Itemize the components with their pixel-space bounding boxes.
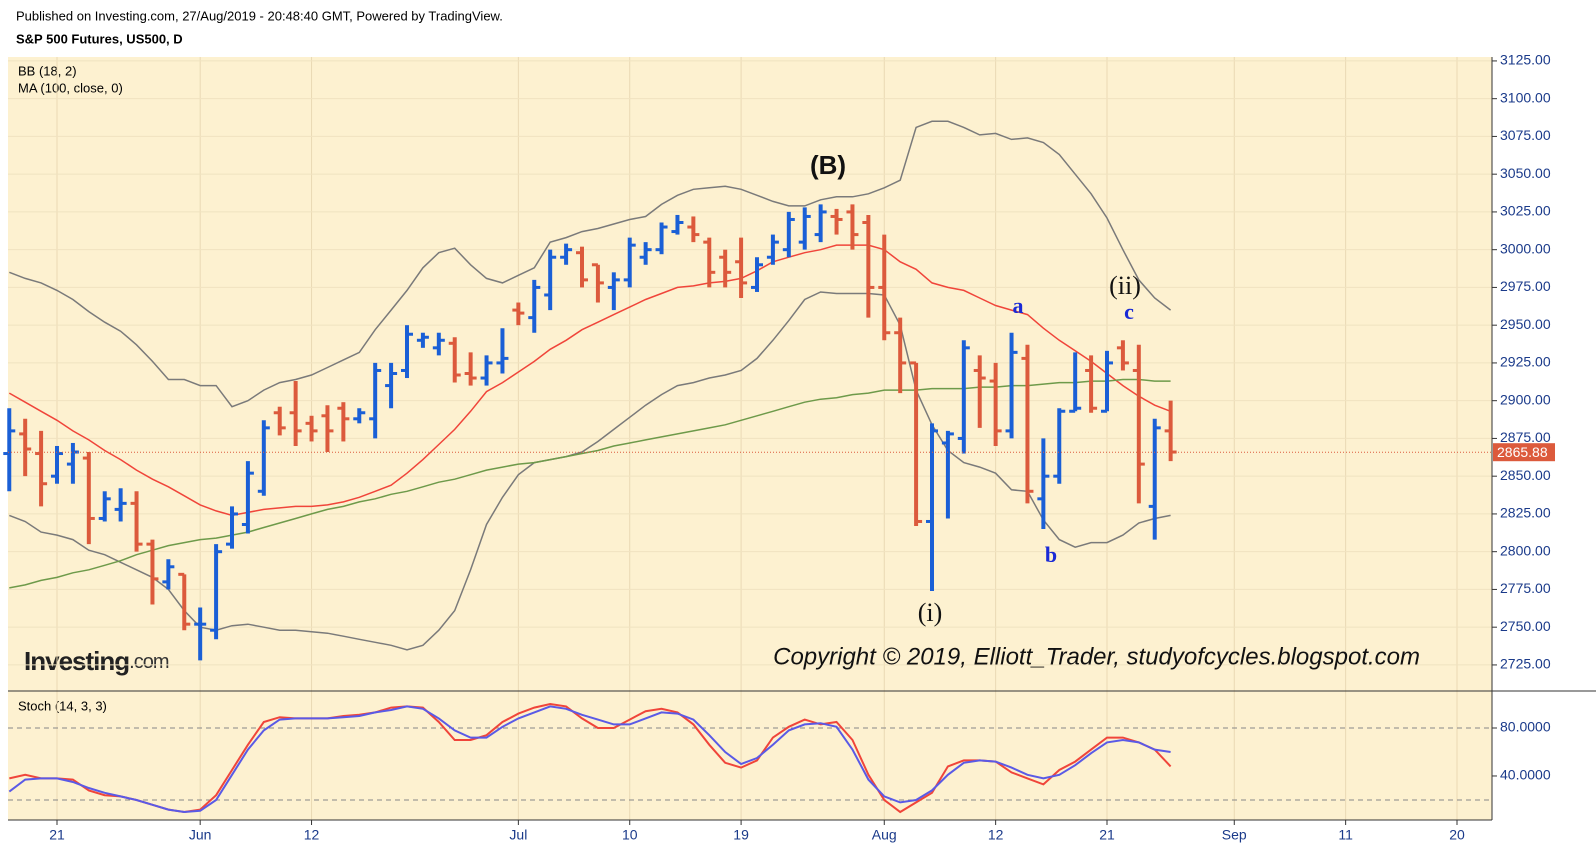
header-symbol: S&P 500 Futures, US500, D bbox=[16, 31, 183, 46]
y-tick-label: 3000.00 bbox=[1500, 240, 1551, 256]
y-tick-label: 2825.00 bbox=[1500, 505, 1551, 521]
y-tick-label: 3050.00 bbox=[1500, 165, 1551, 181]
y-tick-label: 3125.00 bbox=[1500, 52, 1551, 68]
annotation: b bbox=[1045, 542, 1057, 567]
indicator-label: BB (18, 2) bbox=[18, 63, 77, 78]
annotation: (i) bbox=[918, 598, 943, 627]
last-price-box bbox=[1493, 443, 1555, 462]
y-tick-label: 2975.00 bbox=[1500, 278, 1551, 294]
y-tick-label: 2800.00 bbox=[1500, 542, 1551, 558]
y-tick-label: 2850.00 bbox=[1500, 467, 1551, 483]
header-published: Published on Investing.com, 27/Aug/2019 … bbox=[16, 8, 503, 23]
y-tick-label: 80.0000 bbox=[1500, 719, 1551, 735]
stoch-title: Stoch (14, 3, 3) bbox=[18, 698, 107, 713]
last-price-label: 2865.88 bbox=[1497, 444, 1548, 460]
annotation: (ii) bbox=[1109, 271, 1141, 300]
y-tick-label: 2750.00 bbox=[1500, 618, 1551, 634]
logo: Investing.com bbox=[24, 646, 169, 676]
x-tick-label: Sep bbox=[1222, 827, 1247, 843]
annotation: c bbox=[1124, 299, 1134, 324]
x-tick-label: 12 bbox=[304, 827, 320, 843]
x-tick-label: 21 bbox=[1099, 827, 1115, 843]
logo-rest: .com bbox=[129, 651, 169, 673]
x-tick-label: Jun bbox=[189, 827, 212, 843]
indicator-label: MA (100, close, 0) bbox=[18, 80, 123, 95]
y-tick-label: 40.0000 bbox=[1500, 767, 1551, 783]
annotation: (B) bbox=[810, 150, 846, 180]
x-tick-label: 11 bbox=[1338, 827, 1353, 843]
stoch-line bbox=[8, 705, 1171, 814]
annotation: Copyright © 2019, Elliott_Trader, studyo… bbox=[773, 643, 1420, 670]
annotation: a bbox=[1013, 293, 1024, 318]
indicator-line bbox=[8, 244, 1171, 517]
y-tick-label: 2725.00 bbox=[1500, 656, 1551, 672]
x-tick-label: 12 bbox=[988, 827, 1004, 843]
x-tick-label: Jul bbox=[509, 827, 527, 843]
x-tick-label: 20 bbox=[1449, 827, 1465, 843]
y-tick-label: 3025.00 bbox=[1500, 203, 1551, 219]
y-tick-label: 3100.00 bbox=[1500, 89, 1551, 105]
x-tick-label: Aug bbox=[872, 827, 897, 843]
y-tick-label: 2900.00 bbox=[1500, 391, 1551, 407]
y-tick-label: 2875.00 bbox=[1500, 429, 1551, 445]
y-tick-label: 2775.00 bbox=[1500, 580, 1551, 596]
indicator-line bbox=[9, 120, 1172, 408]
y-tick-label: 2925.00 bbox=[1500, 354, 1551, 370]
x-tick-label: 19 bbox=[733, 827, 749, 843]
x-tick-label: 21 bbox=[49, 827, 65, 843]
y-tick-label: 2950.00 bbox=[1500, 316, 1551, 332]
x-tick-label: 10 bbox=[622, 827, 638, 843]
indicator-line bbox=[9, 291, 1171, 651]
y-tick-label: 3075.00 bbox=[1500, 127, 1551, 143]
logo-bold: Investing bbox=[24, 646, 129, 676]
indicator-line bbox=[9, 378, 1171, 589]
